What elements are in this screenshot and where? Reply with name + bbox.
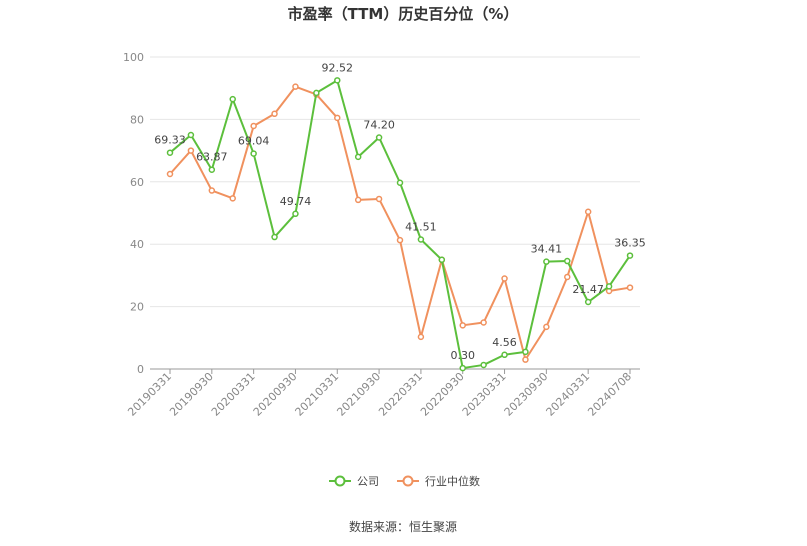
x-tick-label: 20230331 — [460, 370, 509, 419]
data-label: 69.04 — [238, 135, 270, 148]
point-company — [229, 95, 236, 103]
point-company — [584, 298, 592, 306]
y-tick-label: 0 — [137, 363, 144, 376]
y-axis: 0 20 40 60 80 100 — [123, 51, 144, 376]
point-industry-median — [271, 110, 278, 118]
point-company — [417, 236, 425, 243]
series-line-industry-median — [169, 85, 631, 361]
x-tick-label: 20220331 — [376, 370, 425, 419]
y-tick-label: 80 — [130, 113, 144, 126]
point-industry-median — [480, 319, 487, 326]
point-industry-median — [208, 187, 216, 194]
data-label: 49.74 — [280, 195, 312, 208]
legend-marker — [402, 475, 414, 487]
data-label: 21.47 — [572, 283, 604, 296]
x-axis: 2019033120190930202003312020093020210331… — [125, 369, 634, 419]
point-company — [334, 77, 341, 84]
point-company — [354, 153, 362, 161]
x-tick-label: 20200331 — [209, 370, 258, 419]
point-industry-median — [334, 114, 341, 122]
point-company — [166, 149, 174, 156]
series-line-company — [169, 79, 631, 370]
point-industry-median — [584, 208, 592, 216]
point-industry-median — [564, 273, 571, 281]
x-tick-label: 20190331 — [125, 370, 174, 419]
point-company — [313, 89, 320, 97]
x-tick-label: 20210930 — [334, 370, 383, 419]
point-company — [187, 131, 195, 139]
data-label: 63.87 — [196, 151, 228, 164]
point-industry-median — [166, 170, 174, 178]
point-industry-median — [187, 147, 195, 154]
series-layer — [166, 77, 634, 372]
legend-item-industry-median[interactable]: 行业中位数 — [397, 474, 480, 488]
x-tick-label: 20200930 — [251, 370, 300, 419]
point-company — [543, 258, 550, 265]
y-tick-label: 20 — [130, 301, 144, 314]
legend[interactable]: 公司 行业中位数 — [329, 474, 480, 488]
point-industry-median — [354, 196, 362, 204]
data-label: 0.30 — [450, 349, 475, 362]
point-industry-median — [250, 122, 257, 130]
point-industry-median — [522, 356, 529, 363]
point-company — [438, 256, 446, 264]
source-note: 数据来源：恒生聚源 — [349, 519, 457, 534]
data-label: 92.52 — [322, 61, 354, 74]
point-company — [522, 348, 529, 356]
x-tick-label: 20240708 — [585, 370, 634, 419]
x-tick-label: 20190930 — [167, 370, 216, 419]
y-tick-label: 60 — [130, 176, 144, 189]
point-company — [459, 364, 466, 372]
x-tick-label: 20230930 — [502, 370, 551, 419]
point-company — [501, 351, 508, 359]
point-company — [208, 166, 216, 173]
point-company — [250, 150, 257, 157]
data-label: 34.41 — [531, 243, 563, 256]
y-tick-label: 40 — [130, 238, 144, 251]
legend-item-company[interactable]: 公司 — [329, 475, 379, 488]
y-tick-label: 100 — [123, 51, 144, 64]
point-industry-median — [292, 83, 299, 90]
point-company — [605, 283, 613, 290]
point-company — [292, 210, 299, 218]
point-industry-median — [375, 195, 383, 203]
point-industry-median — [501, 275, 508, 282]
data-label: 4.56 — [492, 336, 517, 349]
point-industry-median — [543, 323, 550, 331]
data-labels: 69.33 63.87 69.04 49.74 92.52 74.20 41.51 0.30 4… — [154, 61, 646, 362]
point-company — [396, 179, 404, 186]
legend-marker — [334, 475, 346, 487]
data-label: 36.35 — [614, 237, 646, 250]
grid-lines — [150, 56, 640, 370]
x-tick-label: 20210331 — [293, 370, 342, 419]
point-company — [626, 252, 634, 259]
x-tick-label: 20240331 — [544, 370, 593, 419]
point-industry-median — [459, 322, 466, 329]
point-industry-median — [626, 284, 634, 291]
x-tick-label: 20220930 — [418, 370, 467, 419]
point-company — [564, 257, 571, 265]
chart-title: 市盈率（TTM）历史百分位（%） — [288, 5, 519, 23]
data-label: 74.20 — [363, 118, 395, 131]
data-label: 41.51 — [405, 220, 437, 233]
point-company — [375, 134, 383, 141]
legend-label: 公司 — [357, 475, 379, 488]
point-company — [271, 233, 278, 241]
point-industry-median — [396, 236, 404, 244]
legend-label: 行业中位数 — [425, 474, 480, 488]
data-label: 69.33 — [154, 134, 186, 147]
point-industry-median — [417, 333, 425, 341]
point-company — [480, 361, 487, 369]
point-industry-median — [229, 195, 236, 202]
